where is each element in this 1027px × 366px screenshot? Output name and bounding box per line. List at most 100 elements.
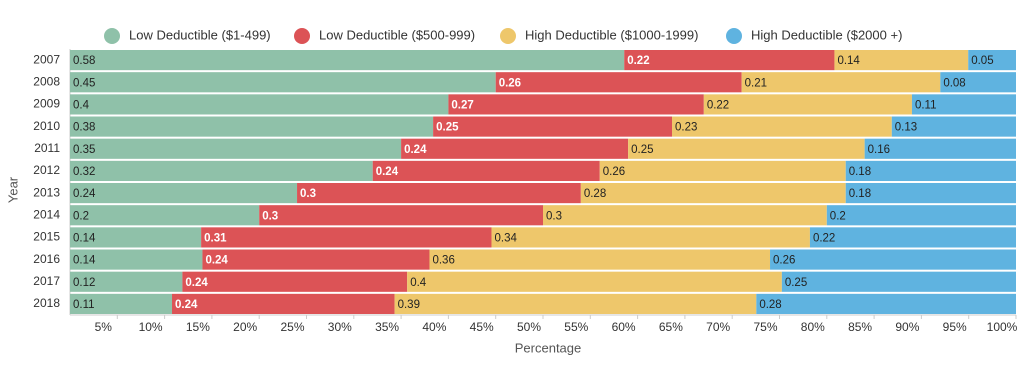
legend-label: High Deductible ($2000 +) [751,27,902,42]
bar-segment [297,183,581,204]
bar-segment [259,205,543,226]
x-tick-label: 100% [987,320,1018,334]
bar-segment [70,138,402,159]
data-label: 0.11 [915,99,937,111]
y-tick-label: 2018 [33,296,60,310]
data-label: 0.18 [849,166,871,178]
bar-segment [891,116,1016,137]
bar-segment [372,160,600,181]
y-tick-label: 2015 [33,230,60,244]
x-tick-label: 70% [706,320,730,334]
data-label: 0.05 [971,55,993,67]
bar-segment [940,72,1016,93]
x-tick-label: 25% [280,320,304,334]
bar-segment [172,293,395,314]
y-tick-label: 2009 [33,97,60,111]
bar-segment [201,227,492,248]
bar-segment [491,227,810,248]
bar-segment [401,138,629,159]
x-tick-label: 20% [233,320,257,334]
bar-segment [968,50,1016,71]
data-label: 0.24 [404,144,427,156]
y-tick-label: 2007 [33,52,60,66]
bar-segment [70,160,373,181]
data-label: 0.45 [73,77,95,89]
x-tick-label: 15% [186,320,210,334]
legend-label: Low Deductible ($500-999) [319,27,475,42]
y-tick-label: 2017 [33,274,60,288]
bar-segment [756,293,1016,314]
y-tick-label: 2014 [33,207,60,221]
x-tick-label: 30% [328,320,352,334]
bar-segment [809,227,1016,248]
data-label: 0.28 [584,188,606,200]
y-tick-label: 2008 [33,74,60,88]
bar-segment [70,94,449,115]
bar-segment [70,271,183,292]
data-label: 0.2 [73,210,89,222]
x-tick-label: 95% [943,320,967,334]
x-tick-label: 85% [848,320,872,334]
legend-marker [500,28,516,44]
x-tick-label: 80% [801,320,825,334]
data-label: 0.22 [707,99,729,111]
data-label: 0.18 [849,188,871,200]
bar-segment [448,94,704,115]
y-axis-title: Year [5,176,20,203]
data-label: 0.24 [185,277,208,289]
data-label: 0.35 [73,144,95,156]
data-label: 0.24 [175,299,198,311]
data-label: 0.4 [73,99,90,111]
bar-segment [394,293,757,314]
data-label: 0.21 [745,77,767,89]
bar-segment [741,72,941,93]
bar-segment [202,249,430,270]
data-label: 0.26 [603,166,625,178]
bar-segment [781,271,1016,292]
bar-segment [70,205,260,226]
bar-segment [911,94,1016,115]
data-label: 0.31 [204,232,227,244]
y-tick-label: 2016 [33,252,60,266]
x-tick-label: 10% [139,320,163,334]
bar-segment [70,293,173,314]
data-label: 0.26 [773,255,795,267]
data-label: 0.08 [943,77,965,89]
data-label: 0.25 [785,277,807,289]
bar-segment [770,249,1016,270]
bar-segment [845,160,1016,181]
data-label: 0.22 [627,55,649,67]
legend-label: High Deductible ($1000-1999) [525,27,698,42]
bar-segment [495,72,742,93]
legend-marker [726,28,742,44]
data-label: 0.3 [300,188,316,200]
data-label: 0.14 [73,255,96,267]
data-label: 0.4 [410,277,427,289]
bar-segment [70,116,434,137]
data-label: 0.24 [205,255,228,267]
x-tick-label: 50% [517,320,541,334]
y-tick-label: 2010 [33,119,60,133]
data-label: 0.14 [73,232,96,244]
bar-segment [429,249,771,270]
x-tick-label: 75% [753,320,777,334]
data-label: 0.36 [432,255,454,267]
legend-marker [294,28,310,44]
data-label: 0.3 [546,210,562,222]
data-label: 0.25 [631,144,653,156]
bar-segment [845,183,1016,204]
data-label: 0.11 [73,299,95,311]
bar-segment [628,138,865,159]
bar-segment [599,160,846,181]
y-tick-label: 2011 [34,141,60,155]
data-label: 0.14 [837,55,860,67]
y-tick-label: 2013 [33,185,60,199]
legend-marker [104,28,120,44]
x-axis-title: Percentage [515,340,582,355]
bar-segment [703,94,912,115]
data-label: 0.38 [73,122,95,134]
data-label: 0.26 [499,77,521,89]
data-label: 0.23 [675,122,697,134]
data-label: 0.39 [398,299,420,311]
